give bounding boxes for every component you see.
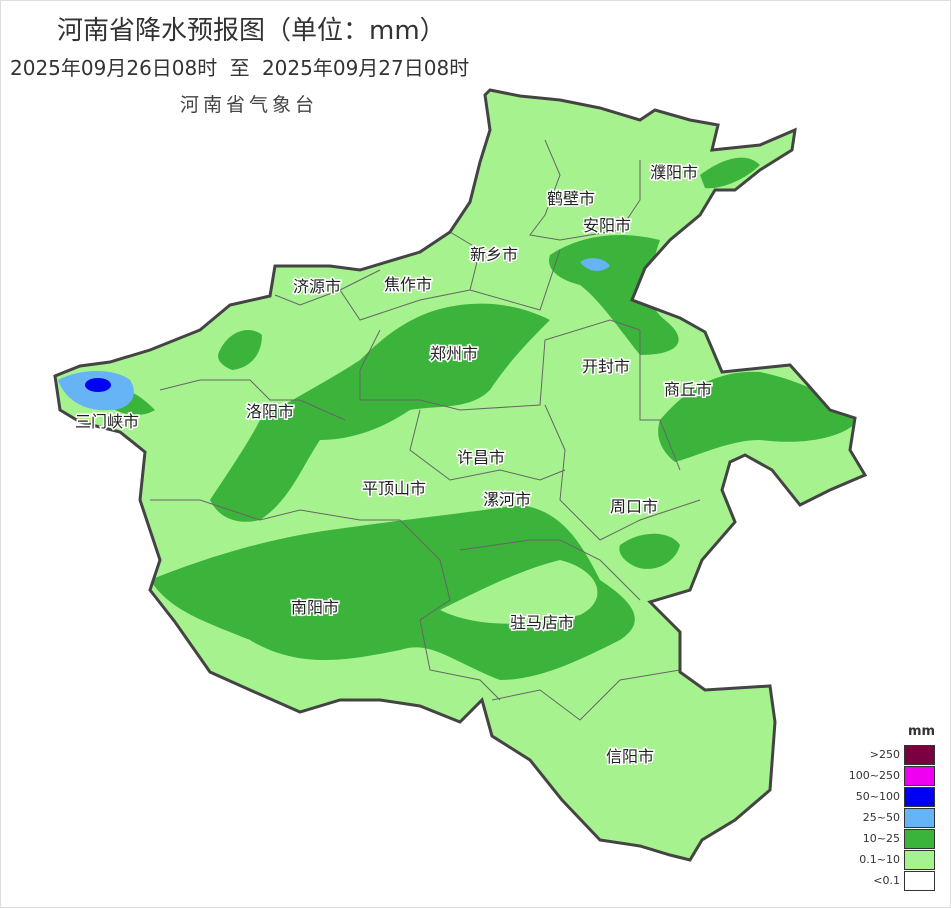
legend-item: 0.1~10 [850,850,938,871]
legend-item: 10~25 [850,829,938,850]
forecast-period: 2025年09月26日08时 至 2025年09月27日08时 [10,56,470,80]
legend-item: 25~50 [850,808,938,829]
legend-label: <0.1 [873,874,900,887]
rain-area-rainstorm [85,378,111,392]
city-labels: 濮阳市 鹤壁市 安阳市 新乡市 济源市 焦作市 郑州市 开封市 商丘市 三门峡市… [74,162,714,768]
city-label: 安阳市 [583,216,631,235]
legend-unit: mm [908,724,936,739]
city-label: 焦作市 [384,275,432,294]
city-label: 濮阳市 [650,163,698,182]
city-label: 许昌市 [457,448,505,467]
city-label: 商丘市 [664,380,712,399]
agency-name: 河南省气象台 [180,94,319,116]
city-boundaries [150,139,701,721]
legend-swatch [904,850,935,870]
rain-area-heavy-anyang [580,258,610,271]
legend-swatch [904,808,935,828]
city-label: 南阳市 [291,598,339,617]
legend-swatch [904,766,935,786]
legend-label: 10~25 [862,832,900,845]
legend-label: >250 [869,748,900,761]
city-label: 周口市 [610,497,658,516]
city-label: 驻马店市 [510,613,574,632]
legend-item: 100~250 [848,766,938,787]
legend-item: <0.1 [850,871,938,892]
legend-swatch [904,829,935,849]
legend-label: 100~250 [848,769,900,782]
legend-label: 50~100 [855,790,900,803]
city-label: 济源市 [293,277,341,296]
city-label: 新乡市 [470,245,518,264]
city-label: 信阳市 [606,747,654,766]
city-label: 开封市 [582,357,630,376]
legend-label: 0.1~10 [859,853,900,866]
city-label: 郑州市 [430,344,478,363]
rain-areas-moderate [100,157,860,680]
city-label: 漯河市 [483,490,531,509]
city-label: 鹤壁市 [547,189,595,208]
city-label: 平顶山市 [362,479,426,498]
legend-swatch [904,871,935,891]
city-label: 洛阳市 [246,402,294,421]
map-title: 河南省降水预报图（单位：mm） [57,16,446,46]
legend-swatch [904,745,935,765]
legend-label: 25~50 [862,811,900,824]
legend-item: >250 [850,745,938,766]
legend-item: 50~100 [850,787,938,808]
city-label: 三门峡市 [75,412,139,431]
legend-swatch [904,787,935,807]
